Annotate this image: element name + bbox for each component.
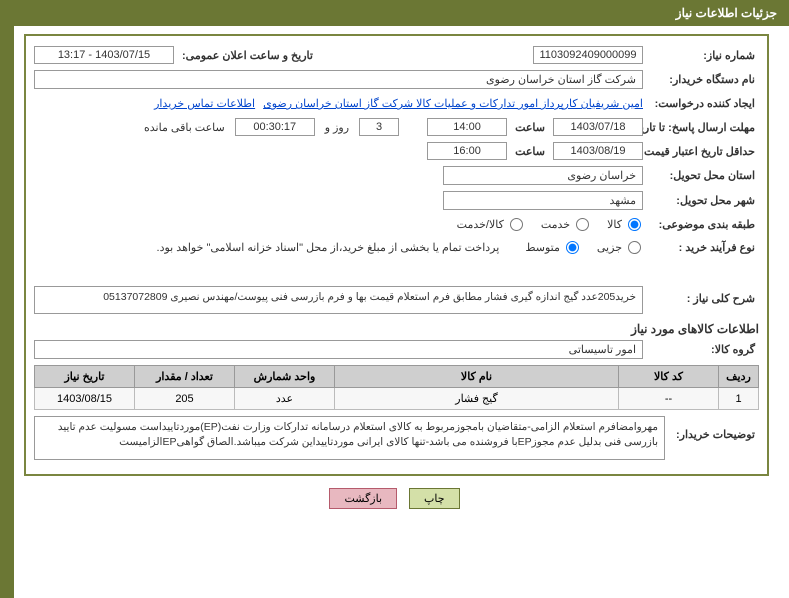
- days-and-label: روز و: [319, 119, 355, 136]
- buyer-desc-text: مهروامضافرم استعلام الزامی-متقاضیان بامج…: [34, 416, 665, 460]
- city-label: شهر محل تحویل:: [647, 192, 759, 209]
- proc-radio-motavaset[interactable]: متوسط: [525, 241, 581, 254]
- remain-label: ساعت باقی مانده: [138, 119, 231, 136]
- creator-name[interactable]: امین شریفیان کارپرداز امور تدارکات و عمل…: [263, 97, 643, 110]
- province: خراسان رضوی: [443, 166, 643, 185]
- goods-section-title: اطلاعات کالاهای مورد نیاز: [34, 322, 759, 336]
- category-label: طبقه بندی موضوعی:: [647, 216, 759, 233]
- countdown: 00:30:17: [235, 118, 315, 136]
- province-label: استان محل تحویل:: [647, 167, 759, 184]
- ann-value: 1403/07/15 - 13:17: [34, 46, 174, 64]
- contact-link[interactable]: اطلاعات تماس خریدار: [154, 97, 255, 110]
- cat-radio-kala[interactable]: کالا: [607, 218, 643, 231]
- header-title: جزئیات اطلاعات نیاز: [676, 6, 777, 20]
- table-header-row: ردیف کد کالا نام کالا واحد شمارش تعداد /…: [35, 366, 759, 388]
- summary-label: شرح کلی نیاز :: [647, 286, 759, 305]
- buyer-desc-label: توضیحات خریدار:: [669, 416, 759, 441]
- buyer-label: نام دستگاه خریدار:: [647, 71, 759, 88]
- niaz-number: 1103092409000099: [533, 46, 643, 64]
- main-panel: شماره نیاز: 1103092409000099 تاریخ و ساع…: [24, 34, 769, 476]
- goods-table: ردیف کد کالا نام کالا واحد شمارش تعداد /…: [34, 365, 759, 410]
- ann-label: تاریخ و ساعت اعلان عمومی:: [178, 47, 317, 64]
- goods-group: امور تاسیساتی: [34, 340, 643, 359]
- validity-date: 1403/08/19: [553, 142, 643, 160]
- process-note: پرداخت تمام یا بخشی از مبلغ خرید،از محل …: [151, 239, 506, 256]
- cat-radio-both[interactable]: کالا/خدمت: [457, 218, 525, 231]
- niaz-number-label: شماره نیاز:: [647, 47, 759, 64]
- process-label: نوع فرآیند خرید :: [647, 239, 759, 256]
- validity-time: 16:00: [427, 142, 507, 160]
- city: مشهد: [443, 191, 643, 210]
- buyer-name: شرکت گاز استان خراسان رضوی: [34, 70, 643, 89]
- table-row: 1 -- گیج فشار عدد 205 1403/08/15: [35, 388, 759, 410]
- back-button[interactable]: بازگشت: [329, 488, 397, 509]
- print-button[interactable]: چاپ: [409, 488, 460, 509]
- deadline-label: مهلت ارسال پاسخ: تا تاریخ:: [647, 119, 759, 136]
- time-label-1: ساعت: [511, 119, 549, 136]
- deadline-date: 1403/07/18: [553, 118, 643, 136]
- page-header: جزئیات اطلاعات نیاز: [0, 0, 789, 26]
- days-left: 3: [359, 118, 399, 136]
- summary-text: خرید205عدد گیج اندازه گیری فشار مطابق فر…: [34, 286, 643, 314]
- validity-label: حداقل تاریخ اعتبار قیمت: تا تاریخ:: [647, 143, 759, 160]
- cat-radio-khedmat[interactable]: خدمت: [541, 218, 591, 231]
- goods-group-label: گروه کالا:: [647, 341, 759, 358]
- deadline-time: 14:00: [427, 118, 507, 136]
- time-label-2: ساعت: [511, 143, 549, 160]
- proc-radio-jozi[interactable]: جزیی: [597, 241, 643, 254]
- creator-label: ایجاد کننده درخواست:: [647, 95, 759, 112]
